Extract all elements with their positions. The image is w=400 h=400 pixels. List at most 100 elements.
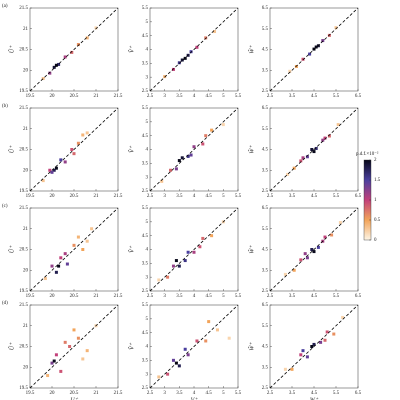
panel-label: (d) bbox=[2, 301, 8, 306]
diagonal bbox=[29, 304, 119, 389]
point bbox=[314, 146, 318, 150]
point bbox=[321, 39, 325, 43]
x-tick-label: 5.5 bbox=[333, 194, 340, 199]
x-tick-label: 4.5 bbox=[206, 94, 213, 99]
x-tick-label: 4.5 bbox=[311, 391, 318, 396]
y-tick-label: 20 bbox=[23, 365, 29, 370]
y-tick-label: 3 bbox=[146, 175, 149, 180]
colorbar-tick-label: 0 bbox=[374, 238, 377, 243]
y-axis-label: Ŵ⁺ bbox=[247, 342, 255, 351]
x-tick-label: 2.5 bbox=[147, 391, 154, 396]
point bbox=[57, 62, 61, 66]
point bbox=[59, 256, 63, 260]
colorbar-tick-label: 0.5 bbox=[374, 218, 381, 223]
point bbox=[177, 364, 181, 368]
y-tick-label: 4.5 bbox=[262, 148, 269, 153]
x-tick-label: 5 bbox=[222, 94, 225, 99]
x-tick-label: 21.5 bbox=[114, 194, 123, 199]
x-tick-label: 4.5 bbox=[311, 294, 318, 299]
point bbox=[192, 250, 196, 254]
diagonal bbox=[149, 304, 239, 389]
x-tick-label: 20 bbox=[50, 391, 56, 396]
diagonal bbox=[269, 304, 359, 389]
y-axis-label: Ŵ⁺ bbox=[247, 245, 255, 254]
point bbox=[52, 65, 56, 69]
y-tick-label: 3.5 bbox=[262, 68, 269, 73]
x-tick-label: 6.5 bbox=[355, 294, 362, 299]
x-tick-label: 20 bbox=[50, 294, 56, 299]
y-tick-label: 21 bbox=[23, 227, 29, 232]
x-tick-label: 5 bbox=[222, 194, 225, 199]
diagonal bbox=[269, 7, 359, 92]
point bbox=[65, 262, 69, 266]
y-tick-label: 6.5 bbox=[262, 206, 269, 211]
x-tick-label: 21 bbox=[94, 294, 100, 299]
point bbox=[85, 131, 89, 135]
point bbox=[325, 330, 329, 334]
x-tick-label: 2.5 bbox=[267, 294, 274, 299]
point bbox=[50, 361, 54, 365]
point bbox=[57, 264, 61, 268]
y-tick-label: 20 bbox=[23, 268, 29, 273]
point bbox=[76, 235, 80, 239]
y-tick-label: 20.5 bbox=[19, 248, 28, 253]
y-tick-label: 5 bbox=[146, 220, 149, 225]
y-tick-label: 2.5 bbox=[262, 289, 269, 294]
point bbox=[290, 367, 294, 371]
panel-label: (b) bbox=[2, 104, 8, 109]
x-tick-label: 3.5 bbox=[176, 294, 183, 299]
y-tick-label: 3 bbox=[146, 75, 149, 80]
point bbox=[63, 340, 67, 344]
point bbox=[183, 56, 187, 60]
x-tick-label: 4.5 bbox=[311, 94, 318, 99]
y-tick-label: 20.5 bbox=[19, 345, 28, 350]
diagonal bbox=[149, 7, 239, 92]
y-tick-label: 5 bbox=[146, 317, 149, 322]
point bbox=[59, 369, 63, 373]
point bbox=[312, 342, 316, 346]
diagonal bbox=[269, 207, 359, 292]
x-tick-label: 3 bbox=[163, 294, 166, 299]
point bbox=[286, 172, 290, 176]
y-tick-label: 19.5 bbox=[19, 189, 28, 194]
x-tick-label: 5.5 bbox=[235, 194, 242, 199]
point bbox=[85, 36, 89, 40]
y-tick-label: 2.5 bbox=[262, 386, 269, 391]
point bbox=[52, 168, 56, 172]
x-tick-label: 6.5 bbox=[355, 194, 362, 199]
point bbox=[305, 355, 309, 359]
y-tick-label: 5.5 bbox=[262, 324, 269, 329]
x-tick-label: 4 bbox=[193, 391, 196, 396]
y-tick-label: 5.5 bbox=[262, 227, 269, 232]
y-tick-label: 4 bbox=[146, 345, 149, 350]
x-tick-label: 20.5 bbox=[70, 94, 79, 99]
point bbox=[305, 155, 309, 159]
point bbox=[174, 259, 178, 263]
diagonal bbox=[269, 107, 359, 192]
point bbox=[54, 63, 58, 67]
y-axis-label: Û⁺ bbox=[7, 45, 15, 53]
point bbox=[54, 270, 58, 274]
point bbox=[338, 221, 342, 225]
point bbox=[157, 375, 161, 379]
y-tick-label: 4.5 bbox=[142, 34, 149, 39]
point bbox=[227, 336, 231, 340]
x-tick-label: 6.5 bbox=[355, 391, 362, 396]
point bbox=[195, 339, 199, 343]
point bbox=[221, 123, 225, 127]
y-tick-label: 4 bbox=[146, 248, 149, 253]
x-tick-label: 2.5 bbox=[267, 391, 274, 396]
y-axis-label: Ŵ⁺ bbox=[247, 45, 255, 54]
y-axis-label: Û⁺ bbox=[7, 145, 15, 153]
y-tick-label: 5.5 bbox=[262, 127, 269, 132]
y-tick-label: 20 bbox=[23, 68, 29, 73]
point bbox=[166, 275, 170, 279]
point bbox=[192, 145, 196, 149]
x-tick-label: 3 bbox=[163, 391, 166, 396]
point bbox=[70, 148, 74, 151]
point bbox=[283, 367, 287, 371]
point bbox=[157, 278, 161, 282]
point bbox=[301, 57, 305, 61]
x-tick-label: 2.5 bbox=[147, 194, 154, 199]
